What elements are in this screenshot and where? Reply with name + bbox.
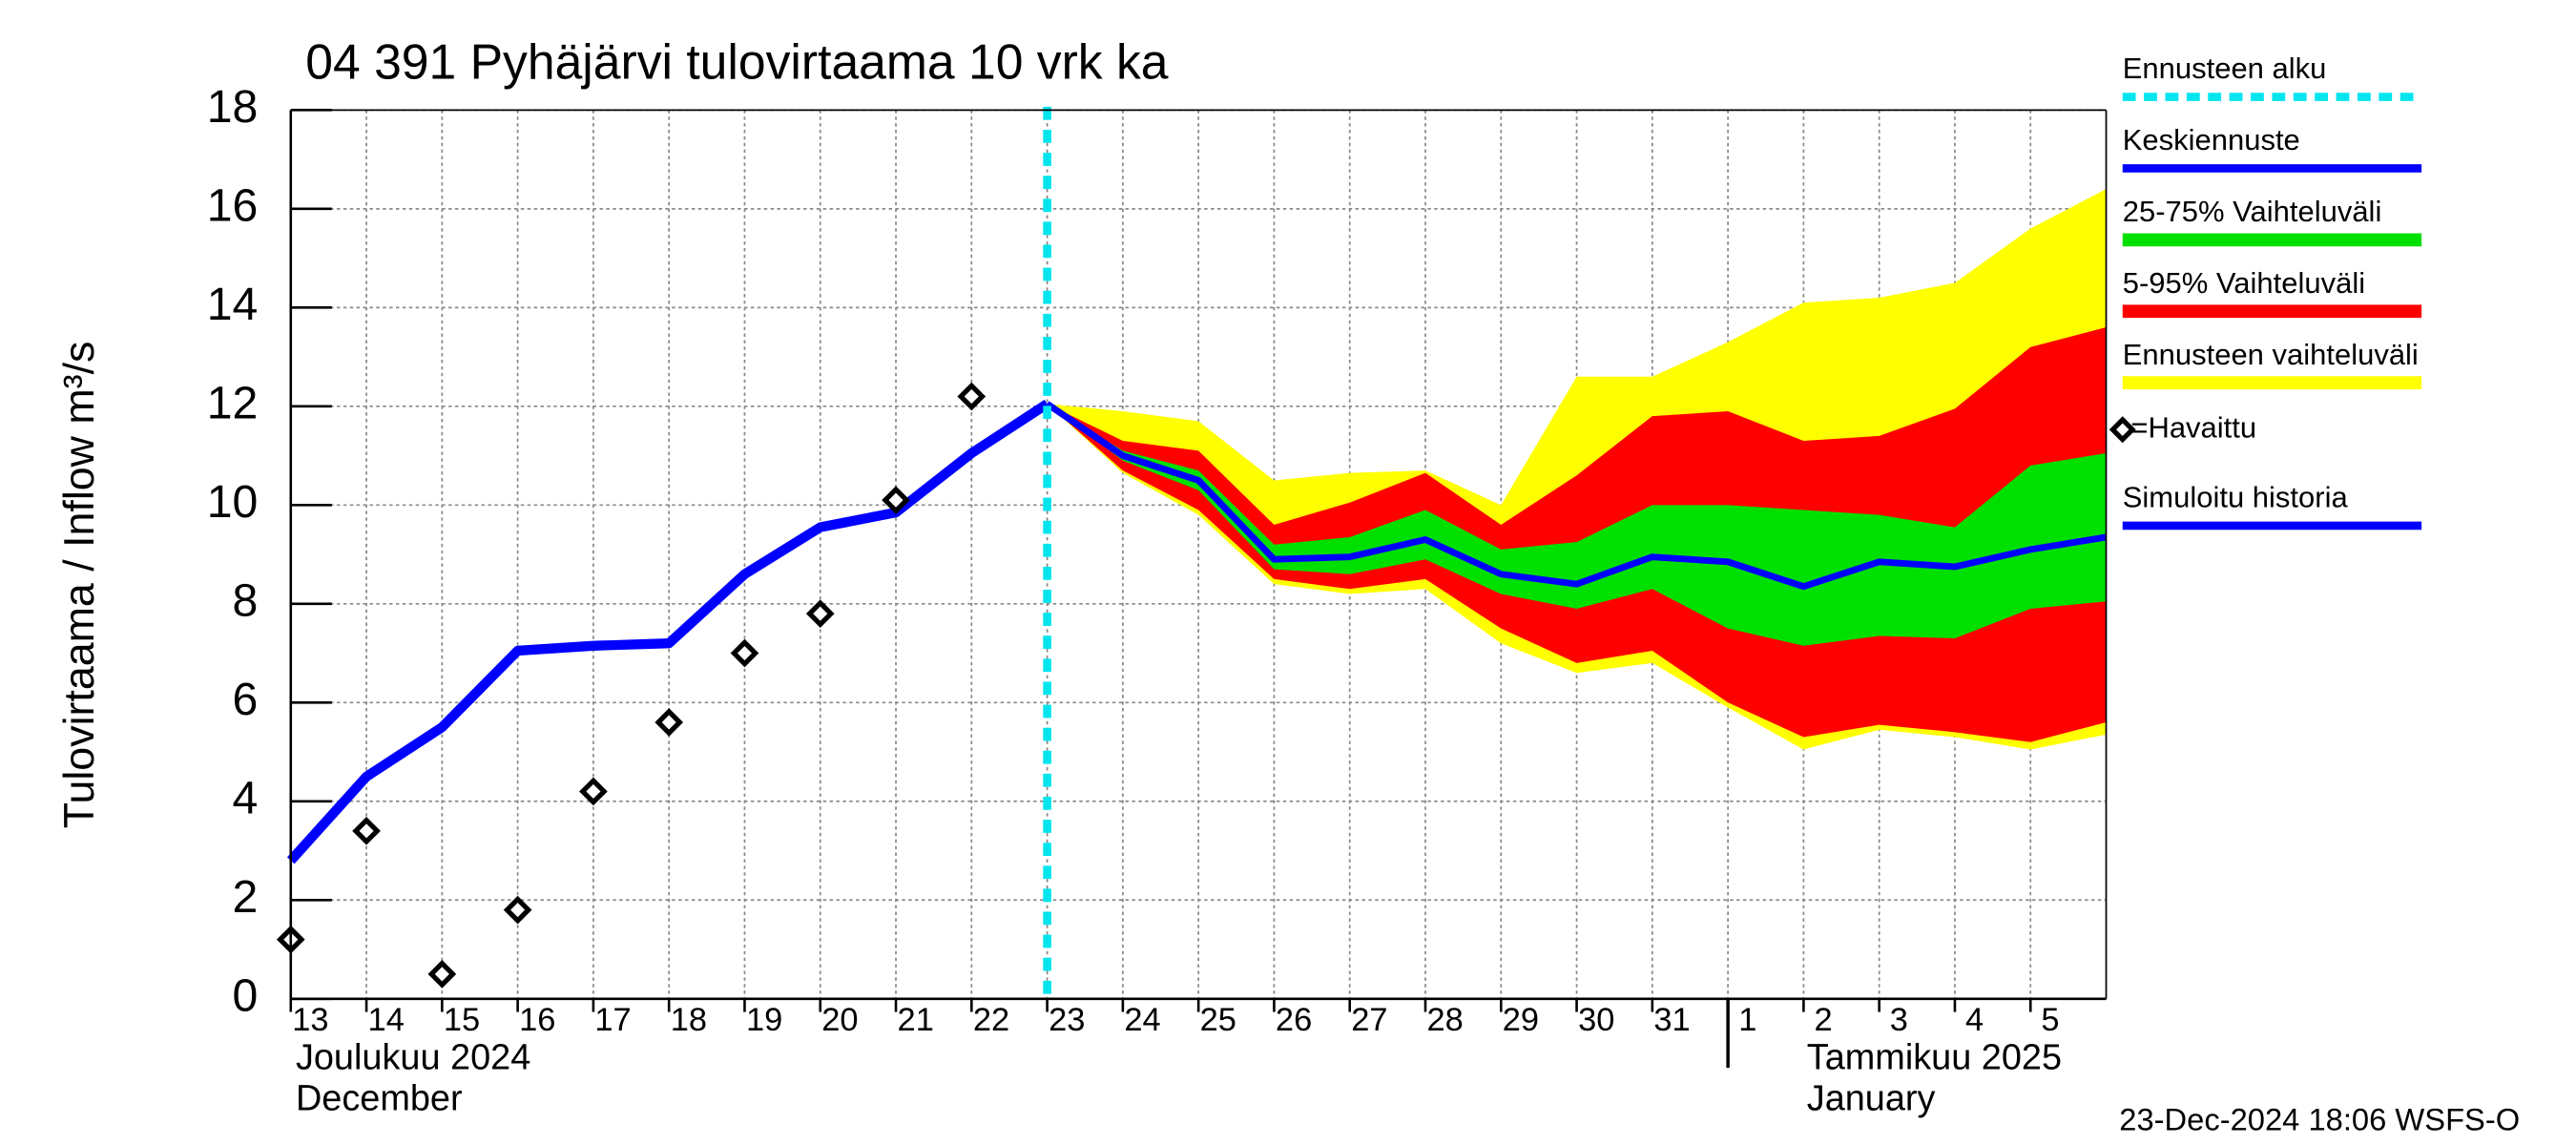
month-label-en: December [296,1079,463,1119]
x-tick-label: 24 [1124,1002,1160,1038]
observed-marker [805,599,835,628]
observed-marker [352,816,381,845]
x-tick-label: 30 [1578,1002,1614,1038]
x-tick-label: 20 [821,1002,858,1038]
line [286,399,1050,864]
x-tick-label: 14 [368,1002,405,1038]
legend-label: =Havaittu [2130,410,2256,444]
x-tick-label: 27 [1351,1002,1387,1038]
x-tick-label: 17 [594,1002,631,1038]
observed-marker [579,777,608,806]
x-tick-label: 4 [1965,1002,1984,1038]
y-tick-label: 10 [207,476,259,528]
y-tick-label: 2 [233,871,259,923]
legend-label: 5-95% Vaihteluväli [2123,266,2365,300]
observed-marker [882,486,910,514]
legend-label: 25-75% Vaihteluväli [2123,195,2382,228]
observed-marker [503,895,532,925]
observed-marker [427,960,457,989]
legend-marker [2109,416,2136,444]
x-tick-label: 28 [1427,1002,1464,1038]
x-tick-label: 29 [1503,1002,1539,1038]
x-tick-label: 15 [444,1002,480,1038]
x-tick-label: 5 [2041,1002,2059,1038]
y-tick-label: 8 [233,575,259,627]
x-tick-label: 25 [1200,1002,1236,1038]
x-tick-label: 22 [973,1002,1009,1038]
y-tick-label: 4 [233,773,259,824]
month-label-en: January [1807,1079,1936,1119]
legend-label: Keskiennuste [2123,123,2300,156]
x-tick-label: 3 [1890,1002,1908,1038]
x-tick-label: 26 [1276,1002,1312,1038]
band [1047,404,2107,646]
observed-marker [654,708,684,737]
x-tick-label: 19 [746,1002,782,1038]
y-tick-label: 12 [207,378,259,429]
legend-label: Simuloitu historia [2123,481,2349,514]
x-tick-label: 31 [1653,1002,1690,1038]
x-tick-label: 1 [1738,1002,1756,1038]
y-axis-label: Tulovirtaama / Inflow m³/s [55,342,103,829]
y-tick-label: 14 [207,279,259,330]
footer: 23-Dec-2024 18:06 WSFS-O [2119,1102,2520,1137]
legend-label: Ennusteen vaihteluväli [2123,338,2419,371]
month-label: Tammikuu 2025 [1807,1037,2062,1077]
x-tick-label: 21 [898,1002,934,1038]
y-tick-label: 18 [207,81,259,133]
y-tick-label: 0 [233,970,259,1022]
x-tick-label: 18 [671,1002,707,1038]
legend-label: Ennusteen alku [2123,52,2327,85]
observed-marker [957,382,987,411]
x-tick-label: 13 [292,1002,328,1038]
month-label: Joulukuu 2024 [296,1037,530,1077]
x-tick-label: 23 [1049,1002,1085,1038]
x-tick-label: 2 [1814,1002,1832,1038]
x-tick-label: 16 [519,1002,555,1038]
observed-marker [730,638,759,668]
chart-title: 04 391 Pyhäjärvi tulovirtaama 10 vrk ka [305,34,1169,90]
y-tick-label: 6 [233,674,259,725]
line [1045,401,2108,591]
y-tick-label: 16 [207,180,259,232]
